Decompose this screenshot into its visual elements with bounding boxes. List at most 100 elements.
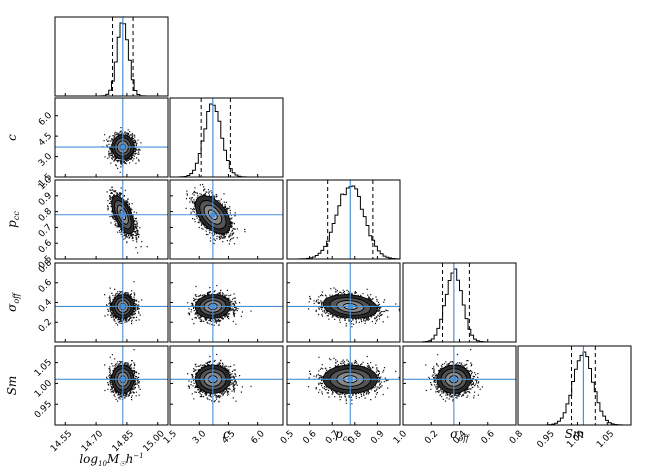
y-tick-label: 0.9 xyxy=(37,191,54,208)
panel-frame xyxy=(402,262,517,343)
hist-panel-c xyxy=(169,97,284,178)
svg-text:0.2: 0.2 xyxy=(423,429,440,446)
x-axis-label-c: c xyxy=(223,427,230,441)
scatter-panel-p_cc-vs-log10_M xyxy=(54,179,169,260)
x-tick-label: 0.6 xyxy=(301,429,318,446)
y-tick-label: 3.0 xyxy=(37,151,54,168)
scatter-panel-Sm-vs-log10_M xyxy=(54,345,169,426)
truth-marker xyxy=(210,376,216,382)
scatter-panel-c-vs-log10_M xyxy=(54,97,169,178)
y-axis-label-Sm: Sm xyxy=(5,376,19,396)
panel-frame xyxy=(286,179,401,260)
truth-marker xyxy=(210,303,216,309)
y-axis-label-sigma_off: σoff xyxy=(5,292,21,312)
x-tick-label: 3.0 xyxy=(191,429,208,446)
y-tick-label: 0.7 xyxy=(37,222,54,239)
x-tick-label: 0.9 xyxy=(369,429,386,446)
svg-text:0.95: 0.95 xyxy=(536,429,557,450)
truth-marker xyxy=(347,303,353,309)
truth-marker xyxy=(120,144,126,150)
y-tick-label: 0.6 xyxy=(37,278,54,295)
y-tick-label: 0.2 xyxy=(37,317,54,334)
svg-text:0.95: 0.95 xyxy=(33,399,54,420)
svg-text:4.5: 4.5 xyxy=(37,131,54,148)
x-axis-label-p_cc: pcc xyxy=(335,427,352,443)
truth-marker xyxy=(120,212,126,218)
svg-text:6.0: 6.0 xyxy=(250,429,267,446)
svg-text:1.00: 1.00 xyxy=(33,378,54,399)
y-axis-label-p_cc: pcc xyxy=(5,211,21,228)
x-tick-label: 1.05 xyxy=(595,429,616,450)
x-tick-label: 1.0 xyxy=(392,429,409,446)
scatter-panel-sigma_off-vs-log10_M xyxy=(54,262,169,343)
x-tick-label: 14.55 xyxy=(49,429,74,454)
scatter-panel-sigma_off-vs-c xyxy=(169,262,284,343)
svg-text:0.6: 0.6 xyxy=(480,429,497,446)
svg-text:3.0: 3.0 xyxy=(191,429,208,446)
panel-frame xyxy=(169,179,284,260)
truth-marker xyxy=(347,376,353,382)
y-tick-label: 0.95 xyxy=(33,399,54,420)
x-tick-label: 0.8 xyxy=(508,429,525,446)
svg-text:0.4: 0.4 xyxy=(37,297,54,314)
y-axis-label-c: c xyxy=(5,134,19,141)
x-tick-label: 1.5 xyxy=(162,429,179,446)
y-tick-label: 1.00 xyxy=(33,378,54,399)
panel-frame xyxy=(286,345,401,426)
x-tick-label: 0.2 xyxy=(423,429,440,446)
histogram-step xyxy=(170,103,283,177)
x-tick-label: 14.85 xyxy=(111,429,136,454)
x-axis-label-Sm: Sm xyxy=(565,427,585,441)
y-tick-label: 1.05 xyxy=(33,358,54,379)
truth-marker xyxy=(120,376,126,382)
hist-panel-p_cc xyxy=(286,179,401,260)
y-tick-label: 6.0 xyxy=(37,111,54,128)
svg-text:14.55: 14.55 xyxy=(49,429,74,454)
scatter-panel-sigma_off-vs-p_cc xyxy=(286,262,401,343)
scatter-panel-Sm-vs-p_cc xyxy=(286,345,401,426)
hist-panel-log10_M xyxy=(54,16,169,97)
panel-frame xyxy=(54,16,169,97)
histogram-step xyxy=(55,22,168,96)
svg-text:6.0: 6.0 xyxy=(37,111,54,128)
svg-text:1.05: 1.05 xyxy=(595,429,616,450)
svg-text:0.5: 0.5 xyxy=(279,429,296,446)
x-tick-label: 14.70 xyxy=(80,429,105,454)
svg-text:0.9: 0.9 xyxy=(37,191,54,208)
panel-frame xyxy=(54,97,169,178)
x-axis-label-sigma_off: σoff xyxy=(450,427,470,443)
panel-frame xyxy=(54,345,169,426)
svg-text:0.6: 0.6 xyxy=(301,429,318,446)
x-tick-label: 0.6 xyxy=(480,429,497,446)
scatter-panel-Sm-vs-sigma_off xyxy=(402,345,517,426)
panel-frame xyxy=(169,97,284,178)
svg-text:14.70: 14.70 xyxy=(80,429,105,454)
hist-panel-sigma_off xyxy=(402,262,517,343)
panel-frame xyxy=(54,179,169,260)
truth-marker xyxy=(451,376,457,382)
svg-text:0.6: 0.6 xyxy=(37,238,54,255)
svg-text:0.7: 0.7 xyxy=(37,222,54,239)
panel-frame xyxy=(169,345,284,426)
y-tick-label: 0.8 xyxy=(37,206,54,223)
y-tick-label: 0.6 xyxy=(37,238,54,255)
svg-text:0.8: 0.8 xyxy=(508,429,525,446)
svg-text:14.85: 14.85 xyxy=(111,429,136,454)
y-tick-label: 4.5 xyxy=(37,131,54,148)
svg-text:0.2: 0.2 xyxy=(37,317,54,334)
svg-text:3.0: 3.0 xyxy=(37,151,54,168)
svg-text:1.05: 1.05 xyxy=(33,358,54,379)
x-tick-label: 0.95 xyxy=(536,429,557,450)
x-tick-label: 0.5 xyxy=(279,429,296,446)
hist-panel-Sm xyxy=(517,345,632,426)
svg-text:1.0: 1.0 xyxy=(392,429,409,446)
svg-text:1.5: 1.5 xyxy=(162,429,179,446)
svg-text:0.8: 0.8 xyxy=(37,206,54,223)
truth-marker xyxy=(120,303,126,309)
histogram-step xyxy=(403,268,516,342)
svg-text:0.9: 0.9 xyxy=(369,429,386,446)
scatter-panel-p_cc-vs-c xyxy=(169,179,284,260)
x-tick-label: 6.0 xyxy=(250,429,267,446)
histogram-step xyxy=(287,185,400,259)
